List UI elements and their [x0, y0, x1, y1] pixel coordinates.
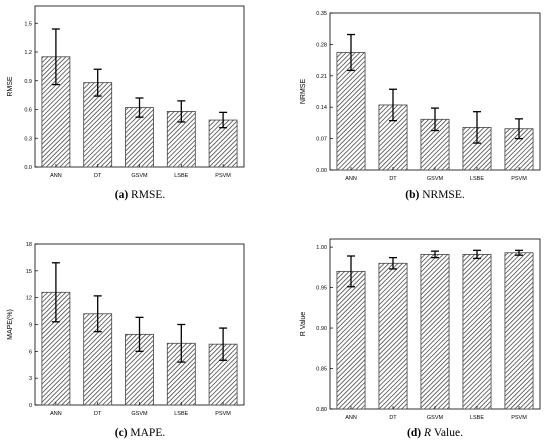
- x-tick-label: ANN: [345, 415, 357, 421]
- error-bar-ann: [51, 262, 60, 323]
- error-bar-ann: [347, 255, 355, 288]
- y-tick-label: 0: [29, 403, 32, 409]
- caption-text: NRMSE.: [422, 189, 465, 201]
- caption-text: MAPE.: [130, 427, 165, 439]
- x-tick-label: DT: [389, 415, 397, 421]
- y-tick-label: 0.6: [24, 108, 32, 114]
- error-bar-lsbe: [473, 111, 481, 144]
- x-tick-label: PSVM: [511, 415, 527, 421]
- y-tick-label: 0.9: [24, 79, 32, 85]
- y-tick-label: 0.90: [316, 326, 327, 332]
- y-tick-label: 0.28: [316, 42, 327, 48]
- x-tick-label: PSVM: [511, 176, 527, 182]
- y-tick-label: 0.3: [24, 136, 32, 142]
- y-tick-label: 1.00: [316, 245, 327, 251]
- caption-italic: R: [423, 427, 434, 439]
- bar-psvm: [504, 252, 534, 410]
- y-tick-label: 0.00: [316, 168, 327, 174]
- y-tick-label: 0.85: [316, 367, 327, 373]
- chart-caption: (a) RMSE.: [115, 189, 166, 201]
- chart-panel-d: 0.80 0.85 0.90 0.95 1.00 R Value ANN DT GSVM LSBE…: [300, 238, 541, 439]
- y-tick-label: 1.2: [24, 50, 32, 56]
- x-tick-label: DT: [94, 411, 102, 417]
- error-bar-psvm: [219, 327, 228, 361]
- x-tick-label: LSBE: [174, 411, 188, 417]
- error-bar-dt: [93, 68, 102, 97]
- error-bar-gsvm: [135, 97, 144, 118]
- chart-panel-a: 0.0 0.3 0.6 0.9 1.2 1.5 RMSE ANN DT GSVM LSBE PSVM (…: [7, 5, 245, 201]
- error-bar-psvm: [515, 118, 523, 140]
- bar-gsvm: [420, 253, 450, 410]
- x-tick-label: GSVM: [427, 176, 444, 182]
- x-tick-label: LSBE: [470, 176, 484, 182]
- y-tick-label: 15: [26, 269, 32, 275]
- error-bar-psvm: [515, 249, 523, 256]
- bar-lsbe: [462, 253, 492, 410]
- error-bar-psvm: [219, 111, 228, 129]
- error-bar-lsbe: [473, 249, 481, 260]
- error-bar-ann: [347, 33, 355, 72]
- error-bar-gsvm: [135, 316, 144, 352]
- bar-ann: [336, 270, 366, 410]
- chart-panel-b: 0.00 0.07 0.14 0.21 0.28 0.35 NRMSE ANN DT GSVM LS…: [300, 11, 541, 201]
- chart-caption: (c) MAPE.: [115, 427, 166, 439]
- caption-label: (b): [405, 189, 422, 201]
- error-bar-dt: [389, 256, 397, 270]
- y-axis-label: MAPE(%): [7, 309, 14, 340]
- x-tick-label: GSVM: [131, 173, 148, 179]
- error-bar-gsvm: [431, 250, 439, 259]
- x-tick-label: GSVM: [427, 415, 444, 421]
- x-tick-label: ANN: [50, 173, 62, 179]
- x-tick-label: ANN: [50, 411, 62, 417]
- x-tick-label: PSVM: [215, 173, 231, 179]
- x-tick-label: DT: [94, 173, 102, 179]
- y-tick-label: 18: [26, 242, 32, 248]
- x-tick-label: DT: [389, 176, 397, 182]
- y-tick-label: 0.35: [316, 11, 327, 17]
- x-tick-label: PSVM: [215, 411, 231, 417]
- y-tick-label: 3: [29, 376, 32, 382]
- caption-text: Value.: [434, 427, 463, 439]
- y-tick-label: 0.0: [24, 165, 32, 171]
- y-axis-label: NRMSE: [300, 79, 307, 105]
- chart-panel-c: 0 3 6 9 12 15 18 MAPE(%) ANN DT GSVM LSBE PSVM (c) MA…: [7, 242, 245, 439]
- y-tick-label: 1.5: [24, 21, 32, 27]
- y-tick-label: 6: [29, 349, 32, 355]
- error-bar-dt: [93, 295, 102, 333]
- caption-label: (d): [407, 427, 424, 439]
- error-bar-ann: [51, 28, 60, 86]
- caption-text: RMSE.: [131, 189, 165, 201]
- caption-label: (c): [115, 427, 131, 439]
- x-tick-label: ANN: [345, 176, 357, 182]
- error-bar-dt: [389, 88, 397, 122]
- y-tick-label: 0.07: [316, 137, 327, 143]
- y-tick-label: 0.21: [316, 74, 327, 80]
- y-tick-label: 12: [26, 296, 32, 302]
- x-tick-label: GSVM: [131, 411, 148, 417]
- y-tick-label: 0.14: [316, 105, 327, 111]
- chart-caption: (b) NRMSE.: [405, 189, 465, 201]
- y-tick-label: 9: [29, 323, 32, 329]
- x-tick-label: LSBE: [174, 173, 188, 179]
- error-bar-gsvm: [431, 107, 439, 132]
- caption-label: (a): [115, 189, 131, 201]
- bar-dt: [378, 262, 408, 410]
- y-axis-label: R Value: [300, 312, 307, 336]
- error-bar-lsbe: [177, 323, 186, 363]
- x-tick-label: LSBE: [470, 415, 484, 421]
- chart-caption: (d) R Value.: [407, 427, 463, 439]
- error-bar-lsbe: [177, 100, 186, 123]
- y-axis-label: RMSE: [7, 76, 14, 97]
- y-tick-label: 0.80: [316, 407, 327, 413]
- y-tick-label: 0.95: [316, 286, 327, 292]
